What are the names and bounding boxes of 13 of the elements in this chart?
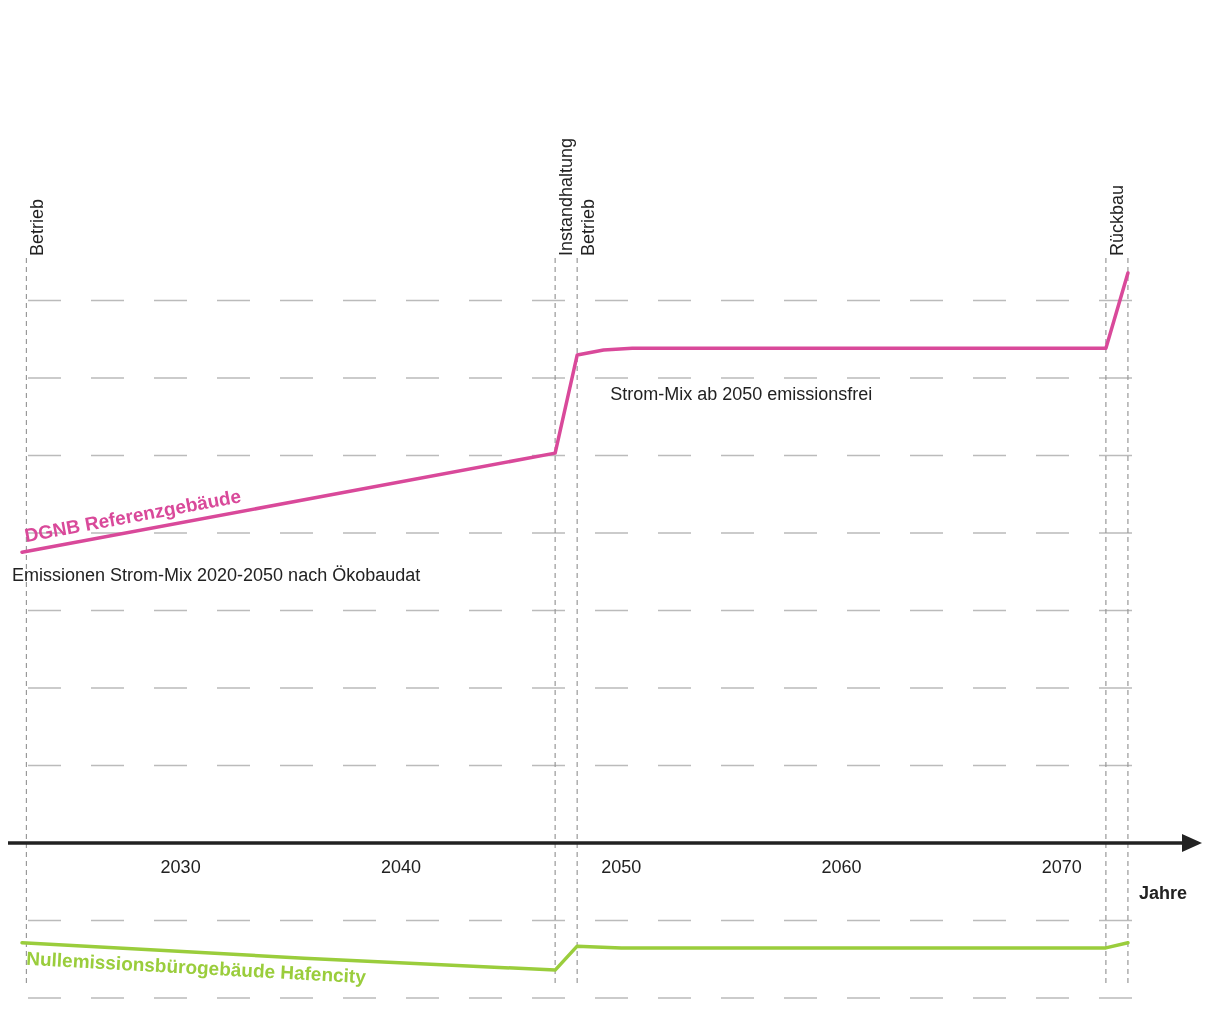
ref-line-label: Betrieb — [578, 198, 599, 256]
ref-line-label: Betrieb — [27, 198, 48, 256]
x-axis-title: Jahre — [1138, 883, 1188, 903]
x-tick-label: 2030 — [160, 857, 201, 877]
x-tick-label: 2040 — [380, 857, 421, 877]
x-tick-label: 2060 — [821, 857, 862, 877]
ref-line-label: Rückbau — [1106, 184, 1127, 256]
ref-line-label: Instandhaltung — [556, 137, 577, 256]
annotation: Emissionen Strom-Mix 2020-2050 nach Ökobaudat — [12, 565, 421, 585]
series-label: Nullemissionsbürogebäude Hafencity — [25, 947, 367, 988]
x-tick-label: 2050 — [601, 857, 642, 877]
annotation: Strom-Mix ab 2050 emissionsfrei — [610, 384, 873, 404]
x-tick-label: 2070 — [1041, 857, 1082, 877]
